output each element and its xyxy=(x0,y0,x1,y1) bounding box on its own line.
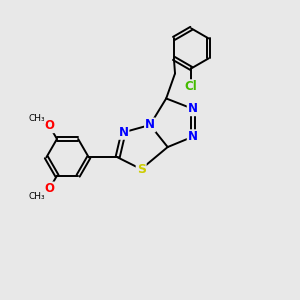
Text: N: N xyxy=(118,126,128,139)
Text: N: N xyxy=(188,102,198,115)
Text: O: O xyxy=(44,182,54,196)
Text: N: N xyxy=(145,118,155,131)
Text: CH₃: CH₃ xyxy=(29,191,45,200)
Text: CH₃: CH₃ xyxy=(29,114,45,123)
Text: S: S xyxy=(137,163,146,176)
Text: O: O xyxy=(44,119,54,132)
Text: N: N xyxy=(188,130,198,143)
Text: Cl: Cl xyxy=(185,80,198,93)
